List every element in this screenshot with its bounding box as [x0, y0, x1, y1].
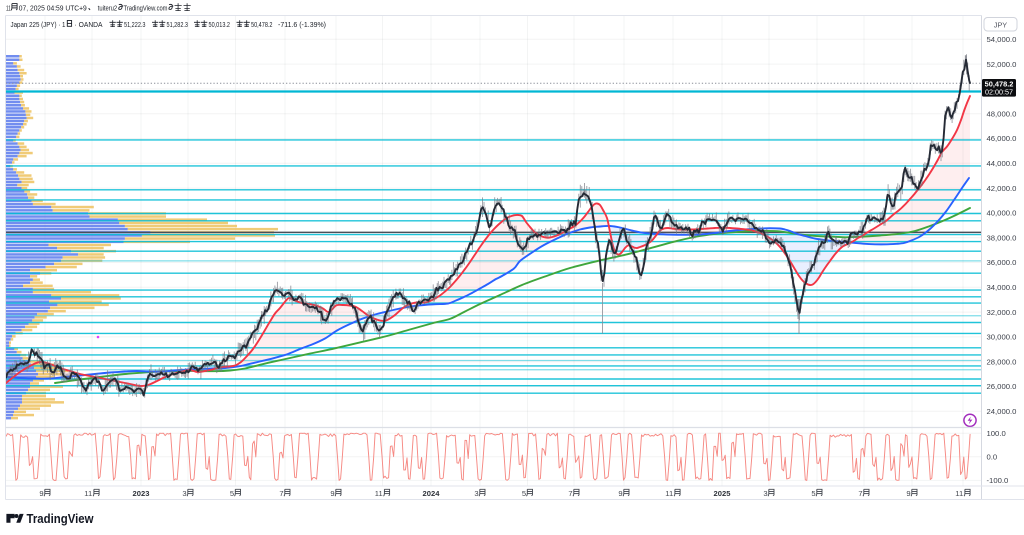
svg-text:5: 5 — [811, 489, 815, 498]
svg-text:5: 5 — [522, 489, 526, 498]
svg-text:51,282.3: 51,282.3 — [167, 20, 189, 29]
svg-text:50,478.2: 50,478.2 — [251, 20, 273, 29]
svg-text:100.0: 100.0 — [987, 429, 1006, 438]
svg-text:36,000.0: 36,000.0 — [987, 258, 1017, 267]
svg-text:07, 2025 04:59 UTC+9: 07, 2025 04:59 UTC+9 — [19, 4, 87, 13]
svg-text:34,000.0: 34,000.0 — [987, 283, 1017, 292]
svg-text:-711.6 (-1.39%): -711.6 (-1.39%) — [278, 20, 326, 29]
svg-text:7: 7 — [568, 489, 572, 498]
svg-text:3: 3 — [763, 489, 767, 498]
svg-text:9: 9 — [618, 489, 622, 498]
svg-text:42,000.0: 42,000.0 — [987, 184, 1017, 193]
svg-text:tuiteru2: tuiteru2 — [98, 4, 118, 13]
svg-text:02:00:57: 02:00:57 — [985, 88, 1013, 97]
svg-text:30,000.0: 30,000.0 — [987, 333, 1017, 342]
svg-text:24,000.0: 24,000.0 — [987, 407, 1017, 416]
svg-text:11: 11 — [375, 489, 383, 498]
svg-text:3: 3 — [474, 489, 478, 498]
svg-text:JPY: JPY — [994, 20, 1008, 29]
svg-text:11: 11 — [955, 489, 963, 498]
svg-text:3: 3 — [182, 489, 186, 498]
svg-text:26,000.0: 26,000.0 — [987, 382, 1017, 391]
svg-text:9: 9 — [906, 489, 910, 498]
svg-text:50,478.2: 50,478.2 — [985, 80, 1014, 89]
svg-text:2025: 2025 — [714, 489, 732, 498]
svg-text:54,000.0: 54,000.0 — [987, 35, 1017, 44]
svg-text:38,000.0: 38,000.0 — [987, 233, 1017, 242]
svg-text:46,000.0: 46,000.0 — [987, 134, 1017, 143]
svg-text:7: 7 — [279, 489, 283, 498]
svg-text:TradingView: TradingView — [27, 511, 95, 526]
svg-text:TradingView.com: TradingView.com — [124, 4, 168, 13]
svg-text:11: 11 — [6, 4, 11, 13]
svg-text:2024: 2024 — [423, 489, 441, 498]
svg-text:5: 5 — [230, 489, 234, 498]
svg-text:· OANDA: · OANDA — [75, 20, 103, 29]
svg-text:7: 7 — [858, 489, 862, 498]
svg-text:-100.0: -100.0 — [987, 476, 1009, 485]
svg-text:40,000.0: 40,000.0 — [987, 209, 1017, 218]
svg-text:9: 9 — [39, 489, 43, 498]
svg-text:0.0: 0.0 — [987, 453, 998, 462]
svg-text:32,000.0: 32,000.0 — [987, 308, 1017, 317]
svg-text:48,000.0: 48,000.0 — [987, 109, 1017, 118]
svg-text:50,013.2: 50,013.2 — [209, 20, 231, 29]
svg-text:28,000.0: 28,000.0 — [987, 357, 1017, 366]
svg-text:Japan 225 (JPY) · 1: Japan 225 (JPY) · 1 — [11, 20, 66, 29]
svg-text:2023: 2023 — [133, 489, 150, 498]
svg-text:11: 11 — [665, 489, 673, 498]
svg-text:9: 9 — [330, 489, 334, 498]
svg-text:51,222.3: 51,222.3 — [124, 20, 146, 29]
svg-text:11: 11 — [84, 489, 92, 498]
svg-text:52,000.0: 52,000.0 — [987, 60, 1017, 69]
svg-text:44,000.0: 44,000.0 — [987, 159, 1017, 168]
